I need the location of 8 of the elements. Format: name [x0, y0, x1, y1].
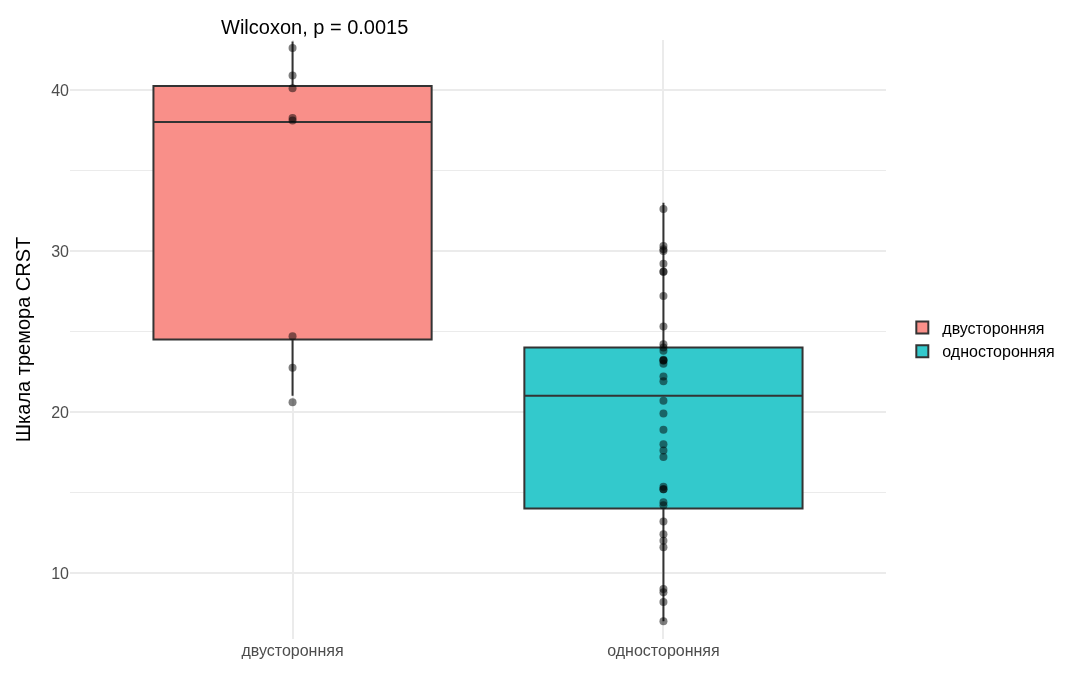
legend-label: односторонняя — [942, 343, 1055, 361]
y-tick-label: 30 — [51, 242, 70, 260]
text: Wilcoxon, p = 0.0015 — [221, 16, 409, 38]
y-tick-label: 20 — [51, 403, 70, 421]
y-tick-label: 40 — [51, 81, 70, 99]
legend-label: двусторонняя — [942, 319, 1045, 337]
y-tick-label: 10 — [51, 564, 70, 582]
y-axis-title: Шкала тремора CRST — [11, 236, 34, 443]
